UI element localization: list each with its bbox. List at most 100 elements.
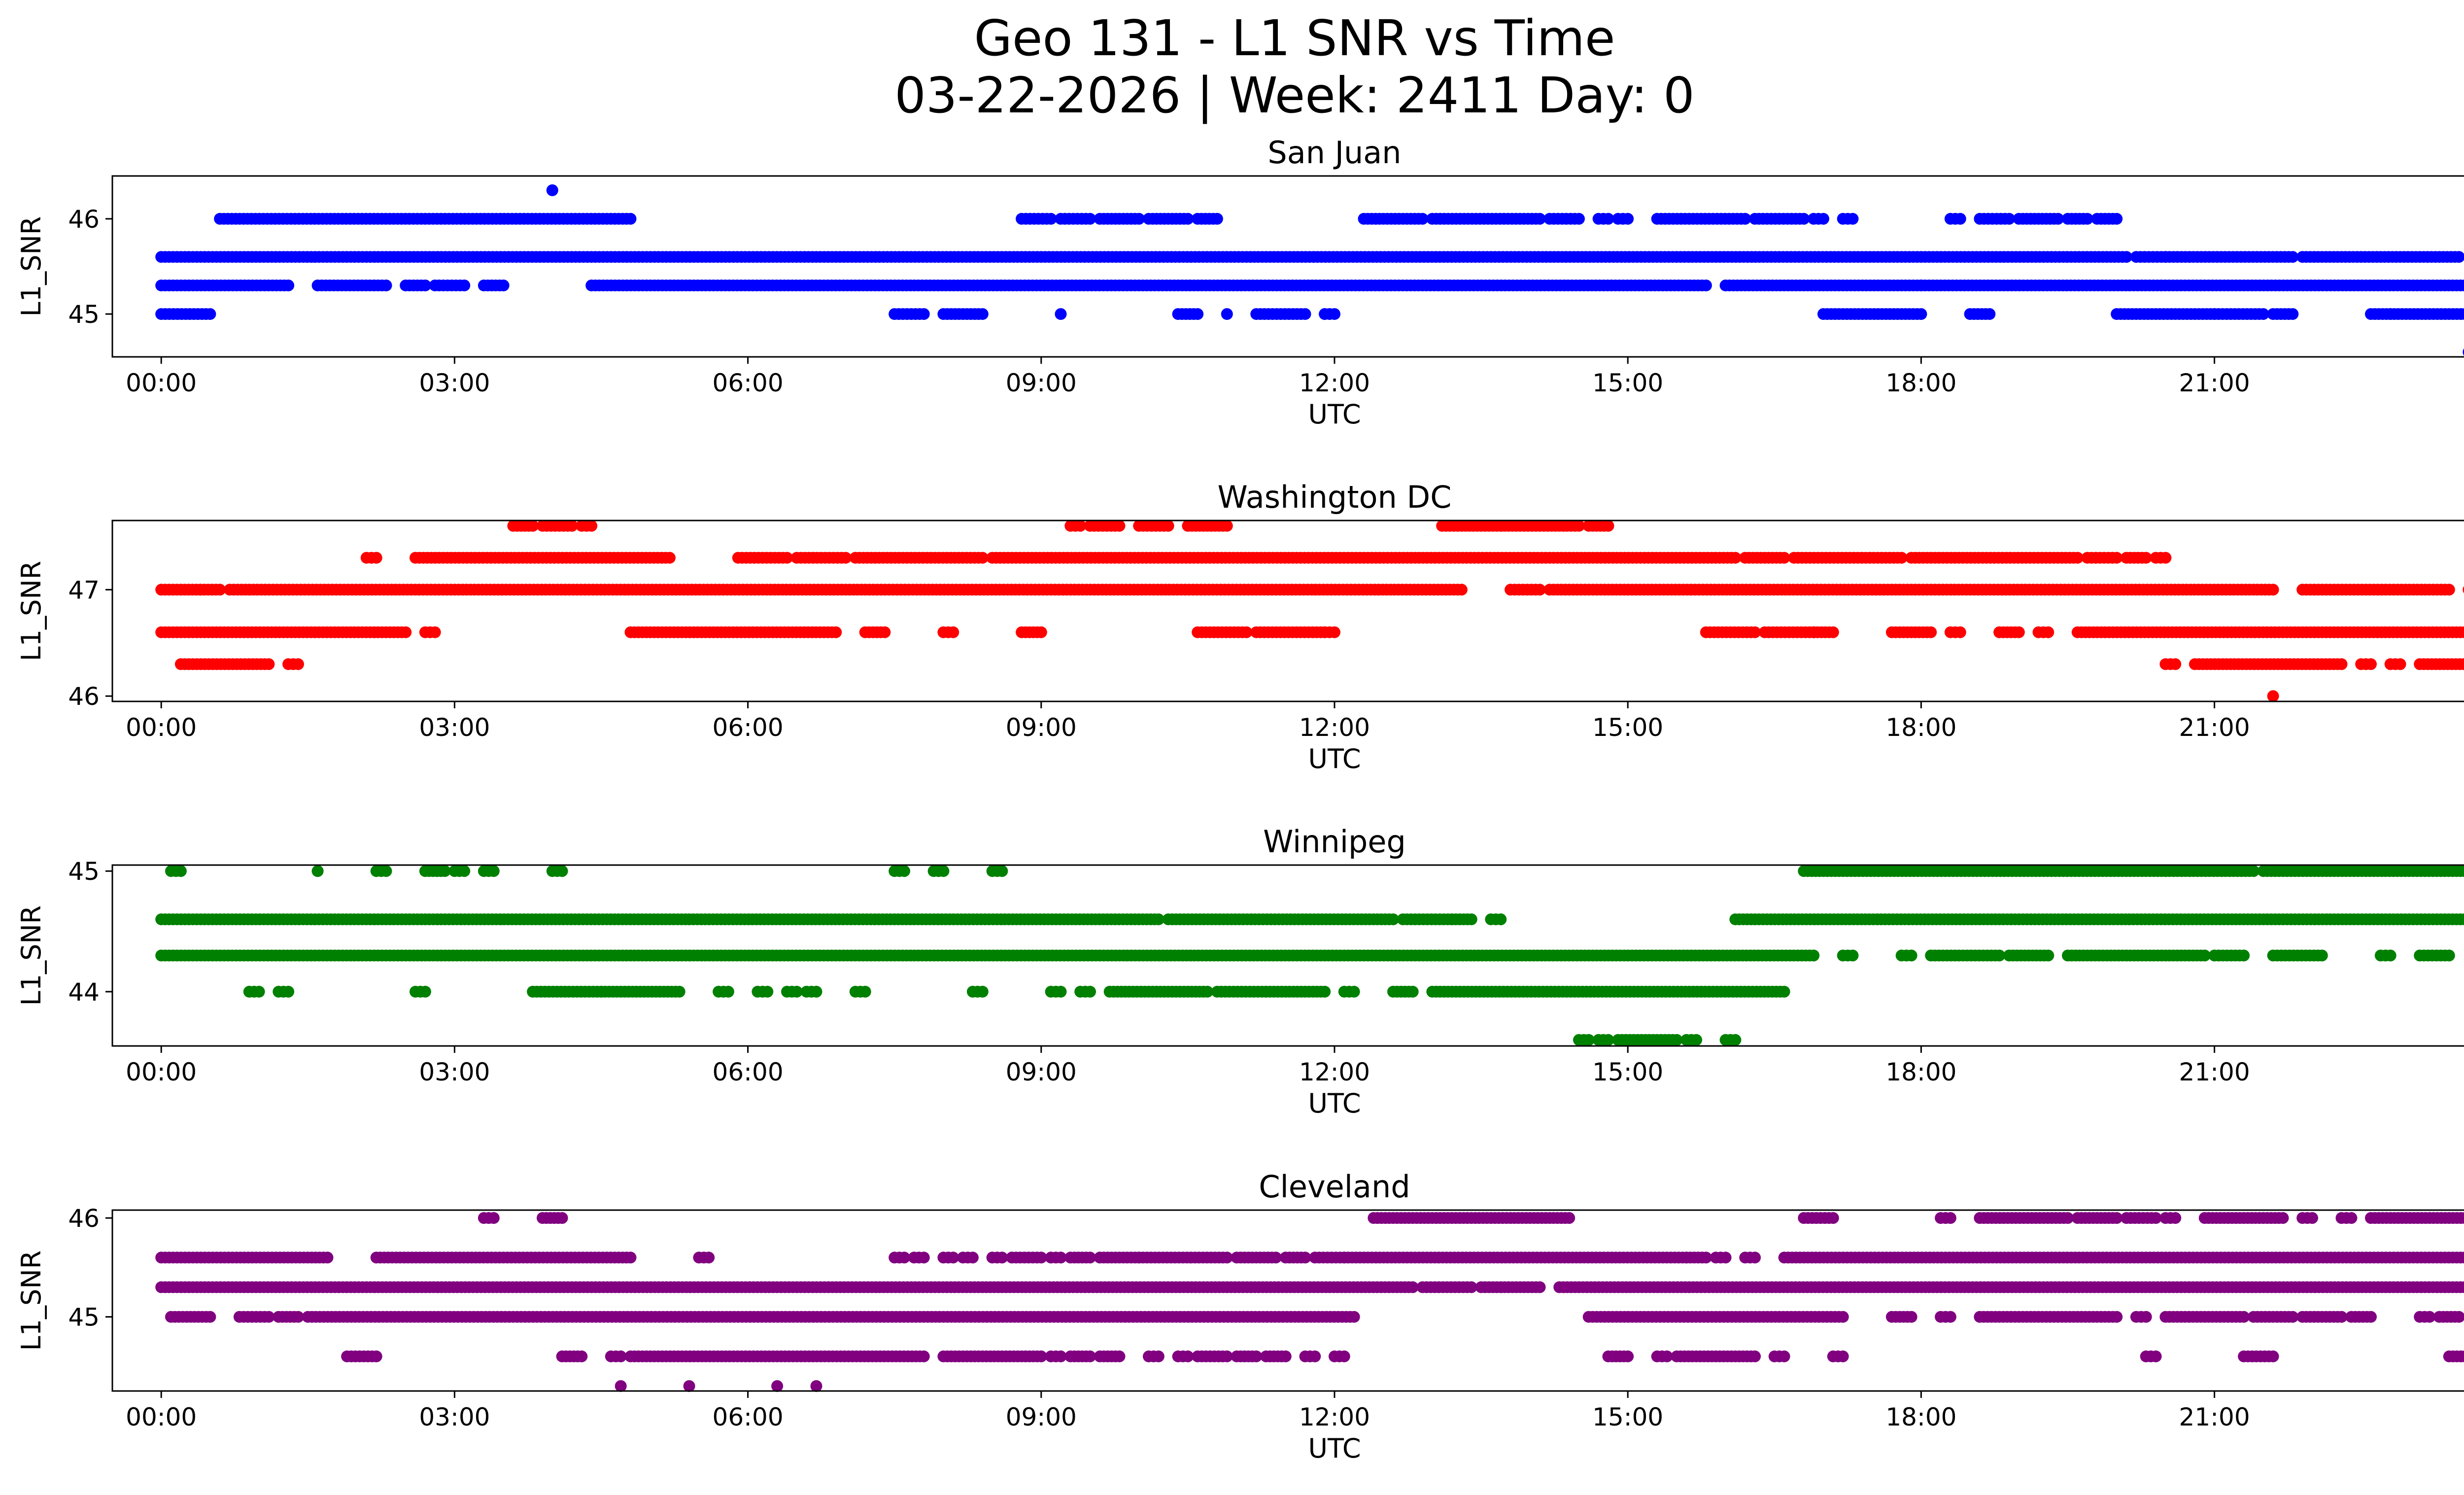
x-tick-label: 06:00 — [713, 1058, 784, 1086]
data-point — [1602, 212, 1614, 225]
x-tick-label: 15:00 — [1592, 1058, 1663, 1086]
x-tick-label: 00:00 — [126, 369, 197, 397]
x-tick-label: 21:00 — [2179, 713, 2250, 742]
data-point — [1905, 949, 1917, 962]
data-point — [311, 865, 324, 877]
data-point — [487, 1212, 500, 1224]
data-point — [1915, 308, 1927, 320]
data-point — [2238, 949, 2250, 962]
data-point — [546, 184, 558, 196]
x-tick-label: 18:00 — [1885, 1058, 1956, 1086]
data-point — [1416, 212, 1429, 225]
data-point — [1817, 212, 1829, 225]
y-axis-label: L1_SNR — [16, 561, 47, 661]
x-tick-label: 09:00 — [1006, 1058, 1077, 1086]
data-point — [487, 865, 500, 877]
data-point — [1319, 308, 1331, 320]
x-tick-label: 12:00 — [1299, 369, 1370, 397]
data-point — [419, 985, 431, 998]
data-point — [2013, 626, 2025, 638]
y-tick-label: 46 — [68, 682, 100, 711]
data-point — [2169, 1212, 2182, 1224]
y-tick-label: 47 — [68, 576, 100, 604]
data-point — [830, 626, 842, 638]
data-point — [840, 552, 852, 564]
data-point — [263, 658, 275, 670]
data-point — [2121, 251, 2132, 263]
data-point — [2287, 308, 2299, 320]
data-point — [761, 985, 774, 998]
x-tick-label: 18:00 — [1885, 713, 1956, 742]
x-tick-label: 15:00 — [1592, 369, 1663, 397]
data-point — [1944, 1212, 1956, 1224]
data-point — [2169, 658, 2182, 670]
data-point — [380, 865, 392, 877]
data-point — [400, 626, 412, 638]
data-point — [321, 1252, 334, 1264]
data-point — [556, 1212, 568, 1224]
y-tick-label: 45 — [68, 300, 100, 329]
x-tick-label: 21:00 — [2179, 1058, 2250, 1086]
data-point — [1221, 308, 1233, 320]
data-point — [1113, 520, 1126, 532]
data-point — [1348, 985, 1360, 998]
x-axis-label: UTC — [1308, 743, 1361, 774]
data-point — [2287, 251, 2299, 263]
data-point — [2159, 552, 2172, 564]
data-point — [1329, 626, 1340, 638]
data-point — [292, 658, 304, 670]
y-tick-label: 44 — [68, 978, 100, 1007]
data-point — [2081, 212, 2093, 225]
data-point — [458, 279, 471, 292]
data-point — [1798, 212, 1810, 225]
data-point — [1221, 520, 1233, 532]
x-tick-label: 21:00 — [2179, 369, 2250, 397]
data-point — [976, 308, 989, 320]
x-axis-label: UTC — [1308, 399, 1361, 430]
data-point — [2443, 584, 2455, 596]
data-point — [1827, 1212, 1839, 1224]
data-point — [1182, 212, 1194, 225]
data-point — [527, 520, 539, 532]
data-point — [996, 865, 1008, 877]
data-point — [2111, 212, 2123, 225]
data-point — [1954, 626, 1966, 638]
data-point — [1133, 212, 1145, 225]
data-point — [1319, 985, 1331, 998]
data-point — [1074, 520, 1087, 532]
data-point — [1954, 212, 1966, 225]
data-point — [282, 985, 295, 998]
data-point — [1084, 212, 1096, 225]
data-point — [1299, 308, 1311, 320]
data-point — [624, 212, 637, 225]
data-point — [2267, 584, 2279, 596]
x-tick-label: 06:00 — [713, 369, 784, 397]
data-point — [947, 626, 959, 638]
data-point — [2394, 658, 2406, 670]
data-point — [1035, 626, 1047, 638]
data-point — [497, 279, 510, 292]
data-point — [1925, 626, 1937, 638]
data-point — [556, 865, 568, 877]
data-point — [1622, 212, 1634, 225]
data-point — [2463, 348, 2464, 356]
x-tick-label: 09:00 — [1006, 713, 1077, 742]
data-point — [918, 308, 930, 320]
data-point — [1211, 212, 1223, 225]
data-point — [1192, 308, 1204, 320]
data-point — [458, 865, 471, 877]
x-tick-label: 00:00 — [126, 713, 197, 742]
data-point — [1495, 913, 1507, 926]
data-point — [1700, 279, 1712, 292]
data-point — [1573, 212, 1585, 225]
x-tick-label: 00:00 — [126, 1058, 197, 1086]
data-point — [879, 626, 891, 638]
data-point — [429, 626, 441, 638]
data-point — [380, 279, 392, 292]
data-point — [2042, 626, 2054, 638]
data-point — [2453, 251, 2464, 263]
data-point — [1847, 949, 1859, 962]
